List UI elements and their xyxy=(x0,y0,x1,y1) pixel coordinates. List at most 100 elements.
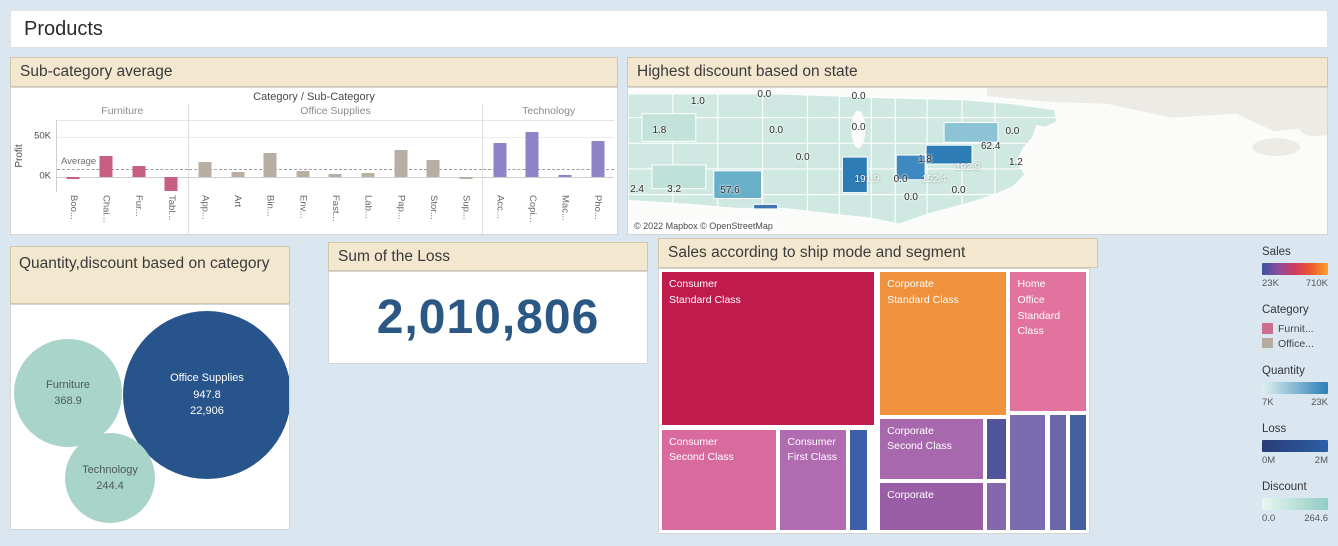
treemap-tile-corporate-standard-class[interactable]: Corporate Standard Class xyxy=(879,271,1007,417)
bar-art[interactable] xyxy=(231,172,245,177)
state-value-label: 3.2 xyxy=(667,183,682,195)
bar-fast[interactable] xyxy=(328,173,342,177)
discount-map[interactable]: 1.0 0.0 0.0 1.8 0.0 0.0 0.0 62.4 1.2 0.0 1.8 2.4 3.2… xyxy=(627,87,1328,235)
treemap-tile-12[interactable] xyxy=(1069,414,1087,531)
tile-label-line: Corporate xyxy=(887,424,934,437)
bar-pap[interactable] xyxy=(394,149,408,177)
average-line xyxy=(188,169,483,170)
bar-chai[interactable] xyxy=(99,156,113,177)
treemap-tile-3[interactable] xyxy=(849,428,869,531)
sales-treemap-card: Sales according to ship mode and segment… xyxy=(658,238,1098,534)
bar-boo[interactable] xyxy=(66,177,80,180)
pane-plot xyxy=(188,120,483,192)
subcategory-bar-chart[interactable]: Category / Sub-Category Profit 50K 0K Fu… xyxy=(10,87,618,235)
treemap-tile-corporate-second-class[interactable]: Corporate Second Class xyxy=(879,417,984,481)
legend-min: 0M xyxy=(1262,455,1276,464)
legend-item-label: Furnit... xyxy=(1278,322,1314,335)
pane-plot xyxy=(483,120,615,192)
x-axis-label: Acc... xyxy=(494,195,506,219)
bar-app[interactable] xyxy=(198,161,212,177)
treemap-tile-corporate[interactable]: Corporate xyxy=(879,481,984,531)
treemap-tile-11[interactable] xyxy=(1048,414,1067,531)
bar-pho[interactable] xyxy=(591,141,605,177)
bar-acc[interactable] xyxy=(493,143,507,177)
gridline xyxy=(57,137,188,138)
treemap-tile-8[interactable] xyxy=(986,481,1007,531)
legend-item-furnit[interactable]: Furnit... xyxy=(1262,321,1334,336)
bar-chart-axis-title: Category / Sub-Category xyxy=(253,91,375,103)
state-value-label: 62.4 xyxy=(980,141,1001,153)
legend-max: 2M xyxy=(1314,455,1328,464)
tile-label-line: Consumer xyxy=(669,435,718,448)
x-axis-label: Pap... xyxy=(395,195,407,220)
state-value-label: 1.0 xyxy=(690,96,705,108)
legend-panel: Sales 23K 710K Category Furnit... Office... Qu… xyxy=(1262,246,1334,546)
x-axis-label: Mac... xyxy=(559,195,571,221)
gridline xyxy=(57,177,188,178)
bar-env[interactable] xyxy=(296,171,310,177)
category-pane-label: Office Supplies xyxy=(300,105,371,117)
state-value-label: 0.0 xyxy=(757,89,772,101)
tile-label-line: Standard Class xyxy=(669,293,741,306)
treemap-tile-6[interactable] xyxy=(986,417,1007,481)
state-value-label: 0.0 xyxy=(951,185,966,197)
legend-min: 7K xyxy=(1262,397,1274,406)
loss-kpi-value: 2,010,806 xyxy=(376,291,600,344)
bar-fur[interactable] xyxy=(132,165,146,177)
bar-tabl[interactable] xyxy=(164,177,178,191)
x-axis-label: Bin... xyxy=(264,195,276,217)
tile-label-line: Corporate xyxy=(887,278,934,290)
x-axis-label: Tabl... xyxy=(165,195,177,221)
map-card-title: Highest discount based on state xyxy=(627,57,1328,87)
legend-swatch xyxy=(1262,323,1273,334)
treemap-tile-10[interactable] xyxy=(1009,414,1047,531)
category-pane-furniture: Furniture Average Boo... Chai... Fur... Tabl.… xyxy=(57,104,188,234)
state-value-label: 57.6 xyxy=(720,185,740,197)
treemap-tile-consumer-second-class[interactable]: Consumer Second Class xyxy=(661,428,777,531)
legend-sales: Sales 23K 710K xyxy=(1262,246,1328,287)
legend-gradient-bar xyxy=(1262,440,1328,452)
category-pane-label: Technology xyxy=(522,105,576,117)
treemap-tile-consumer-standard-class[interactable]: Consumer Standard Class xyxy=(661,271,875,427)
x-axis-label: App... xyxy=(199,195,211,220)
discount-map-card: Highest discount based on state xyxy=(627,57,1328,235)
bar-sup[interactable] xyxy=(459,177,473,179)
treemap-tiles: Consumer Standard Class Consumer Second Cla… xyxy=(661,271,1087,531)
x-axis-label: Env... xyxy=(297,195,309,219)
sales-treemap[interactable]: Consumer Standard Class Consumer Second Cla… xyxy=(658,268,1090,534)
tile-label-line: Standard xyxy=(1017,309,1061,322)
state-value-label: 1.2 xyxy=(1008,156,1023,168)
pane-plot: Average xyxy=(57,120,188,192)
bar-bin[interactable] xyxy=(263,153,277,177)
average-line xyxy=(483,169,615,170)
bar-lab[interactable] xyxy=(361,173,375,177)
bar-mac[interactable] xyxy=(558,174,572,177)
category-pane-technology: Technology Acc... Copi... Mac... Pho... xyxy=(482,104,615,234)
bubble-chart[interactable]: Furniture 368.9 Office Supplies 947.8 22,906… xyxy=(10,304,290,530)
tile-label-line: Corporate xyxy=(887,488,934,501)
x-axis-label: Copi... xyxy=(526,195,538,223)
bar-chart-panes: Furniture Average Boo... Chai... Fur... Tabl.… xyxy=(57,104,615,234)
bar-stor[interactable] xyxy=(426,160,440,177)
bar-copi[interactable] xyxy=(525,132,539,177)
treemap-tile-home-office-standard-class[interactable]: Home Office Standard Class xyxy=(1009,271,1087,413)
tile-label-line: Office xyxy=(1017,293,1045,306)
state-value-label: 0.0 xyxy=(1005,125,1020,137)
bubble-card-title: Quantity,discount based on category xyxy=(10,246,290,304)
bubble-technology[interactable]: Technology 244.4 xyxy=(65,433,155,523)
us-map[interactable] xyxy=(628,88,1327,234)
bubble-label-line: Furniture xyxy=(45,378,91,391)
state-value-label: 0.0 xyxy=(795,152,810,164)
treemap-tile-consumer-first-class[interactable]: Consumer First Class xyxy=(779,428,847,531)
x-axis-label: Lab... xyxy=(362,195,374,219)
legend-item-office[interactable]: Office... xyxy=(1262,336,1334,348)
loss-card-title: Sum of the Loss xyxy=(328,242,648,271)
bubble-office-supplies[interactable]: Office Supplies 947.8 22,906 xyxy=(123,311,289,479)
state-value-label: 152.4 xyxy=(921,174,947,186)
bubble-label-line: 368.9 xyxy=(54,395,82,407)
bubble-furniture[interactable]: Furniture 368.9 xyxy=(14,339,122,447)
page-title: Products xyxy=(24,17,103,40)
state-value-label: 1.8 xyxy=(918,154,932,166)
legend-quantity: Quantity 7K 23K xyxy=(1262,365,1328,406)
tile-label-line: Second Class xyxy=(887,440,952,453)
